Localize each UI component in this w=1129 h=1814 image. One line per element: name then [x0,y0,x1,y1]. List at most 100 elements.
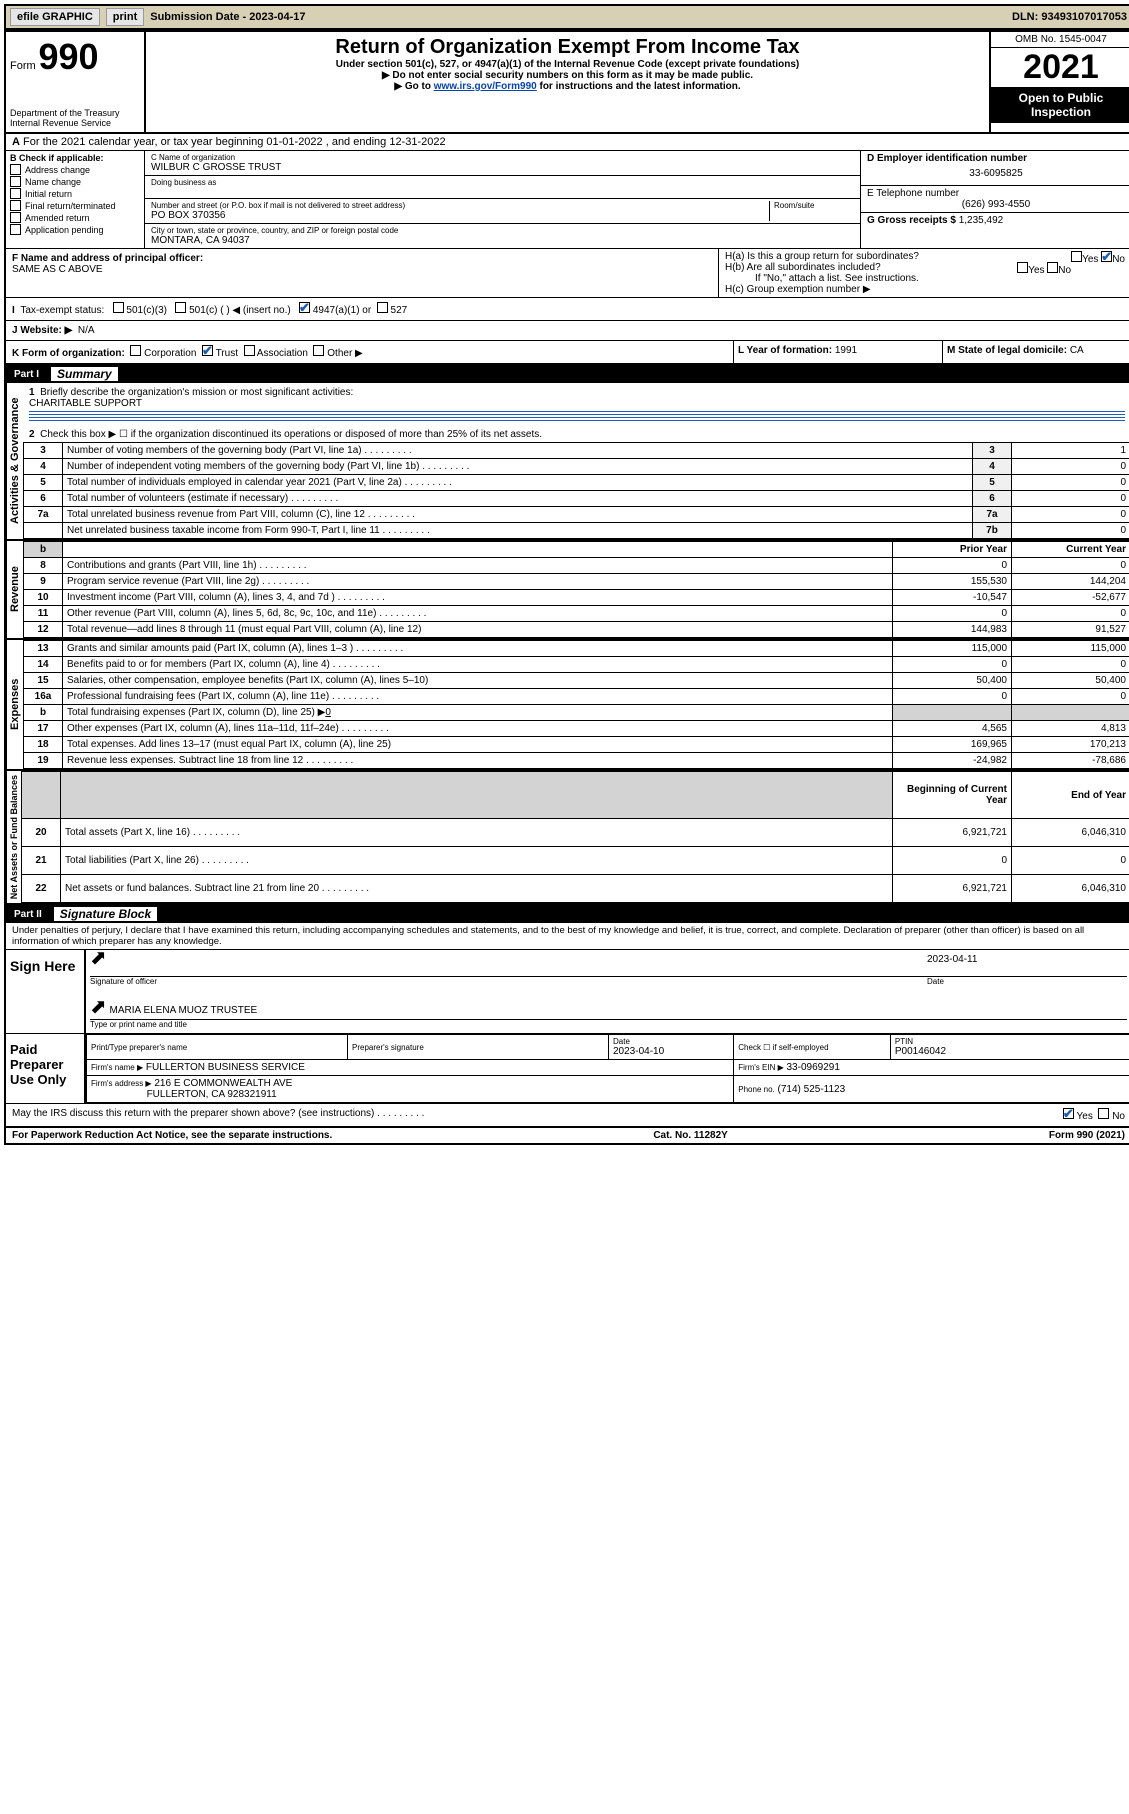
sig-date: 2023-04-11 [927,954,1127,977]
c16a: 0 [1012,689,1129,705]
year-formation: 1991 [835,345,857,356]
gross-value: 1,235,492 [959,215,1004,226]
h-date-lbl: Date [613,1037,729,1046]
cb-assoc[interactable] [244,345,255,356]
l4: Number of independent voting members of … [63,459,973,475]
side-na: Net Assets or Fund Balances [6,771,21,903]
subtitle-1: Under section 501(c), 527, or 4947(a)(1)… [150,59,985,70]
firm-ein: 33-0969291 [787,1062,840,1073]
tax-year: 2021 [991,48,1129,87]
v5: 0 [1012,475,1129,491]
domicile: CA [1070,345,1084,356]
c15: 50,400 [1012,673,1129,689]
hb-no: No [1058,265,1071,276]
c9: 144,204 [1012,574,1129,590]
cb-initial-return[interactable] [10,188,21,199]
page-footer: For Paperwork Reduction Act Notice, see … [6,1126,1129,1143]
row-fh: F Name and address of principal officer:… [6,249,1129,298]
lbl-dba: Doing business as [151,178,854,187]
subtitle-3: ▶ Go to www.irs.gov/Form990 for instruct… [150,81,985,92]
cb-4947[interactable] [299,302,310,313]
cb-hb-no[interactable] [1047,262,1058,273]
lbl-trust: Trust [216,348,238,359]
part1-title: Summary [51,367,118,381]
lbl-tax-status: Tax-exempt status: [20,305,104,316]
print-button[interactable]: print [106,8,144,26]
l11: Other revenue (Part VIII, column (A), li… [63,606,893,622]
l10: Investment income (Part VIII, column (A)… [63,590,893,606]
cb-trust[interactable] [202,345,213,356]
cb-ha-yes[interactable] [1071,251,1082,262]
paid-preparer-row: Paid Preparer Use Only Print/Type prepar… [6,1034,1129,1104]
period-text: For the 2021 calendar year, or tax year … [23,136,446,148]
cb-amended[interactable] [10,212,21,223]
lbl-website: J Website: ▶ [12,325,72,336]
p17: 4,565 [893,721,1012,737]
p13: 115,000 [893,641,1012,657]
ptin: P00146042 [895,1046,946,1057]
irs-link[interactable]: www.irs.gov/Form990 [434,81,537,92]
lbl-other: Other ▶ [327,348,362,359]
sign-here-row: Sign Here ⬈ 2023-04-11 Signature of offi… [6,950,1129,1034]
paid-preparer-label: Paid Preparer Use Only [6,1034,86,1103]
l21: Total liabilities (Part X, line 26) [61,847,893,875]
part2-title: Signature Block [54,907,157,921]
footer-mid: Cat. No. 11282Y [653,1130,727,1141]
lbl-gross: G Gross receipts $ [867,215,956,226]
cb-other[interactable] [313,345,324,356]
cb-ha-no[interactable] [1101,251,1112,262]
org-name: WILBUR C GROSSE TRUST [151,162,854,173]
cb-final-return[interactable] [10,200,21,211]
cb-hb-yes[interactable] [1017,262,1028,273]
lbl-corp: Corporation [144,348,196,359]
form-word: Form [10,60,36,72]
website-value: N/A [78,325,95,336]
lbl-phone: E Telephone number [867,188,1125,199]
lbl-sig-date: Date [927,977,1127,986]
lbl-sig-officer: Signature of officer [90,977,927,986]
lbl-city: City or town, state or province, country… [151,226,854,235]
inspection-label: Open to Public Inspection [991,87,1129,123]
officer-name-title: MARIA ELENA MUOZ TRUSTEE [110,1005,258,1016]
cb-501c3[interactable] [113,302,124,313]
lbl-amended: Amended return [25,213,90,223]
cb-name-change[interactable] [10,176,21,187]
p10: -10,547 [893,590,1012,606]
cb-may-no[interactable] [1098,1108,1109,1119]
efile-button[interactable]: efile GRAPHIC [10,8,100,26]
exp-table: 13Grants and similar amounts paid (Part … [23,640,1129,769]
lbl-room: Room/suite [774,201,854,210]
c22: 6,046,310 [1012,875,1129,903]
dln-label: DLN: 93493107017053 [1012,11,1127,23]
cb-corp[interactable] [130,345,141,356]
l16b-v: 0 [325,707,331,718]
cb-app-pending[interactable] [10,224,21,235]
l16a: Professional fundraising fees (Part IX, … [63,689,893,705]
p22: 6,921,721 [893,875,1012,903]
header-mid: Return of Organization Exempt From Incom… [146,32,989,132]
side-ag: Activities & Governance [6,383,23,539]
firm-ein-lbl: Firm's EIN ▶ [738,1063,783,1072]
l20: Total assets (Part X, line 16) [61,819,893,847]
side-rev: Revenue [6,541,23,638]
cb-may-yes[interactable] [1063,1108,1074,1119]
lbl-type-name: Type or print name and title [90,1020,1127,1029]
c18: 170,213 [1012,737,1129,753]
lbl-501c: 501(c) ( ) ◀ (insert no.) [189,305,291,316]
lbl-officer: F Name and address of principal officer: [12,253,203,264]
section-exp: Expenses 13Grants and similar amounts pa… [6,640,1129,771]
lbl-domicile: M State of legal domicile: [947,345,1067,356]
cb-address-change[interactable] [10,164,21,175]
cb-501c[interactable] [175,302,186,313]
goto-suffix: for instructions and the latest informat… [537,81,741,92]
dept-label: Department of the Treasury [10,108,140,118]
cb-527[interactable] [377,302,388,313]
may-discuss-row: May the IRS discuss this return with the… [6,1104,1129,1126]
p14: 0 [893,657,1012,673]
firm-addr2: FULLERTON, CA 928321911 [147,1089,277,1100]
p16a: 0 [893,689,1012,705]
section-rev: Revenue bPrior YearCurrent Year 8Contrib… [6,541,1129,640]
hdr-boy: Beginning of Current Year [893,772,1012,819]
col-c: C Name of organization WILBUR C GROSSE T… [145,151,861,248]
footer-right: Form 990 (2021) [1049,1130,1125,1141]
